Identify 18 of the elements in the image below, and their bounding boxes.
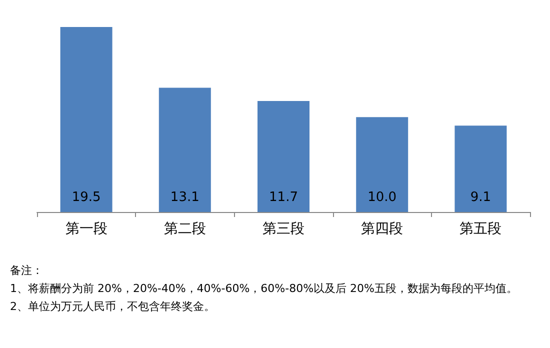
- x-tick-label: 第五段: [460, 221, 502, 237]
- bar: [60, 27, 112, 212]
- data-label: 9.1: [470, 190, 492, 205]
- bar: [258, 101, 310, 212]
- text: 2、单位为万元人民币，不包含年终奖金。: [10, 299, 216, 315]
- bar: [158, 88, 211, 212]
- text: 备注：: [10, 263, 44, 279]
- data-label: 10.0: [368, 190, 397, 205]
- x-tick-label: 第三段: [262, 221, 304, 237]
- data-label: 11.7: [269, 190, 298, 205]
- data-label: 19.5: [72, 190, 101, 205]
- bar: [356, 117, 408, 212]
- data-label: 13.1: [170, 190, 200, 205]
- text: 1、将薪酬分为前 20%，20%-40%，40%-60%，60%-80%以及后 20%五段，数据为每段的平均值。: [10, 281, 518, 297]
- x-tick-label: 第四段: [361, 221, 404, 237]
- bar: [454, 126, 507, 212]
- x-tick-label: 第一段: [65, 221, 108, 237]
- x-tick-label: 第二段: [164, 221, 206, 237]
